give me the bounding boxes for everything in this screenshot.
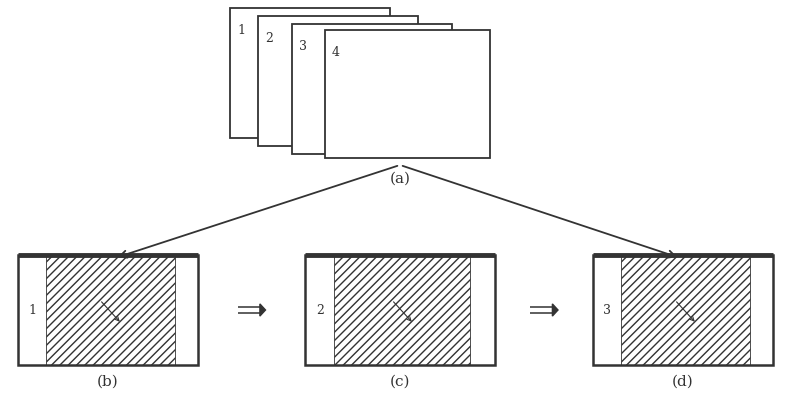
Bar xyxy=(621,255,750,365)
Bar xyxy=(174,255,198,365)
Bar xyxy=(18,255,198,365)
Text: (d): (d) xyxy=(672,375,694,389)
Text: 2: 2 xyxy=(316,304,324,316)
Bar xyxy=(305,255,495,365)
Bar xyxy=(593,255,773,365)
Polygon shape xyxy=(552,304,558,316)
Bar xyxy=(750,255,773,365)
Text: 3: 3 xyxy=(299,40,307,53)
Bar xyxy=(470,255,495,365)
Bar xyxy=(18,255,198,365)
Bar xyxy=(325,30,490,158)
Bar xyxy=(593,255,621,365)
Text: 2: 2 xyxy=(265,32,273,45)
Bar xyxy=(18,255,46,365)
Bar xyxy=(292,24,452,154)
Text: 1: 1 xyxy=(237,24,245,37)
Text: 1: 1 xyxy=(28,304,36,316)
Bar xyxy=(230,8,390,138)
Bar xyxy=(593,255,773,365)
Bar xyxy=(305,255,495,365)
Bar xyxy=(334,255,470,365)
Text: 4: 4 xyxy=(332,46,340,59)
Polygon shape xyxy=(260,304,266,316)
Text: 3: 3 xyxy=(603,304,611,316)
Bar xyxy=(258,16,418,146)
Text: (a): (a) xyxy=(390,172,410,186)
Bar xyxy=(46,255,174,365)
Text: (b): (b) xyxy=(97,375,119,389)
Bar xyxy=(305,255,334,365)
Text: (c): (c) xyxy=(390,375,410,389)
